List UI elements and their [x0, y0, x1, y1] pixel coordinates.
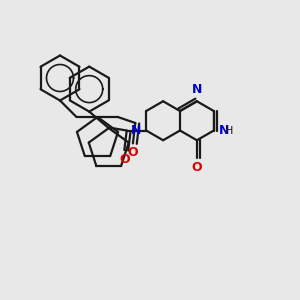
- Text: N: N: [192, 83, 202, 96]
- Text: O: O: [119, 153, 130, 166]
- Text: N: N: [219, 124, 230, 137]
- Text: O: O: [128, 146, 138, 159]
- Text: N: N: [131, 124, 142, 137]
- Text: H: H: [225, 125, 233, 136]
- Text: O: O: [192, 161, 202, 174]
